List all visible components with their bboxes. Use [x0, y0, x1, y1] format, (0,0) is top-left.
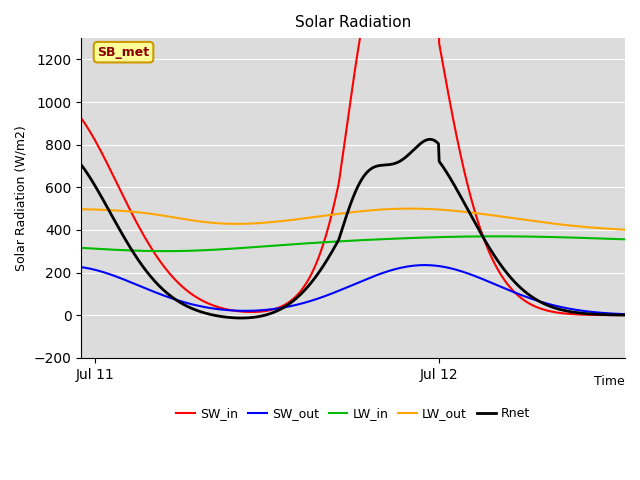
- LW_out: [408, 206, 416, 212]
- SW_in: [547, 308, 554, 314]
- SW_in: [621, 312, 629, 318]
- SW_out: [393, 266, 401, 272]
- LW_out: [621, 227, 629, 233]
- LW_out: [490, 213, 498, 218]
- SW_out: [77, 264, 85, 270]
- Y-axis label: Solar Radiation (W/m2): Solar Radiation (W/m2): [15, 125, 28, 271]
- Line: SW_out: SW_out: [81, 265, 625, 314]
- LW_in: [490, 233, 498, 239]
- Rnet: [547, 304, 555, 310]
- LW_out: [77, 206, 85, 212]
- Text: SB_met: SB_met: [97, 46, 150, 59]
- SW_out: [490, 281, 498, 287]
- Rnet: [491, 254, 499, 260]
- LW_in: [408, 235, 416, 241]
- LW_in: [621, 237, 629, 242]
- Line: SW_in: SW_in: [81, 0, 625, 315]
- SW_in: [490, 260, 498, 266]
- Title: Solar Radiation: Solar Radiation: [295, 15, 412, 30]
- Rnet: [424, 137, 432, 143]
- SW_out: [421, 262, 429, 268]
- LW_out: [393, 206, 401, 212]
- SW_in: [77, 115, 85, 121]
- Text: Time: Time: [595, 375, 625, 388]
- Rnet: [111, 217, 118, 223]
- Rnet: [237, 315, 245, 321]
- LW_in: [77, 245, 85, 251]
- SW_out: [621, 312, 629, 317]
- Line: LW_out: LW_out: [81, 209, 625, 230]
- SW_in: [111, 176, 118, 181]
- Line: LW_in: LW_in: [81, 236, 625, 251]
- LW_out: [547, 220, 554, 226]
- LW_out: [111, 207, 118, 213]
- Rnet: [426, 136, 434, 142]
- LW_in: [547, 234, 555, 240]
- LW_in: [424, 235, 432, 240]
- Rnet: [394, 159, 401, 165]
- Rnet: [621, 312, 629, 318]
- SW_out: [547, 301, 554, 307]
- Legend: SW_in, SW_out, LW_in, LW_out, Rnet: SW_in, SW_out, LW_in, LW_out, Rnet: [172, 402, 535, 425]
- SW_out: [111, 273, 118, 279]
- LW_in: [493, 233, 500, 239]
- Line: Rnet: Rnet: [81, 139, 625, 318]
- Rnet: [77, 162, 85, 168]
- LW_in: [111, 247, 118, 252]
- Rnet: [408, 149, 416, 155]
- SW_out: [424, 262, 432, 268]
- LW_out: [406, 206, 413, 212]
- SW_out: [408, 263, 415, 269]
- LW_out: [424, 206, 432, 212]
- LW_in: [161, 248, 169, 254]
- LW_in: [394, 236, 401, 241]
